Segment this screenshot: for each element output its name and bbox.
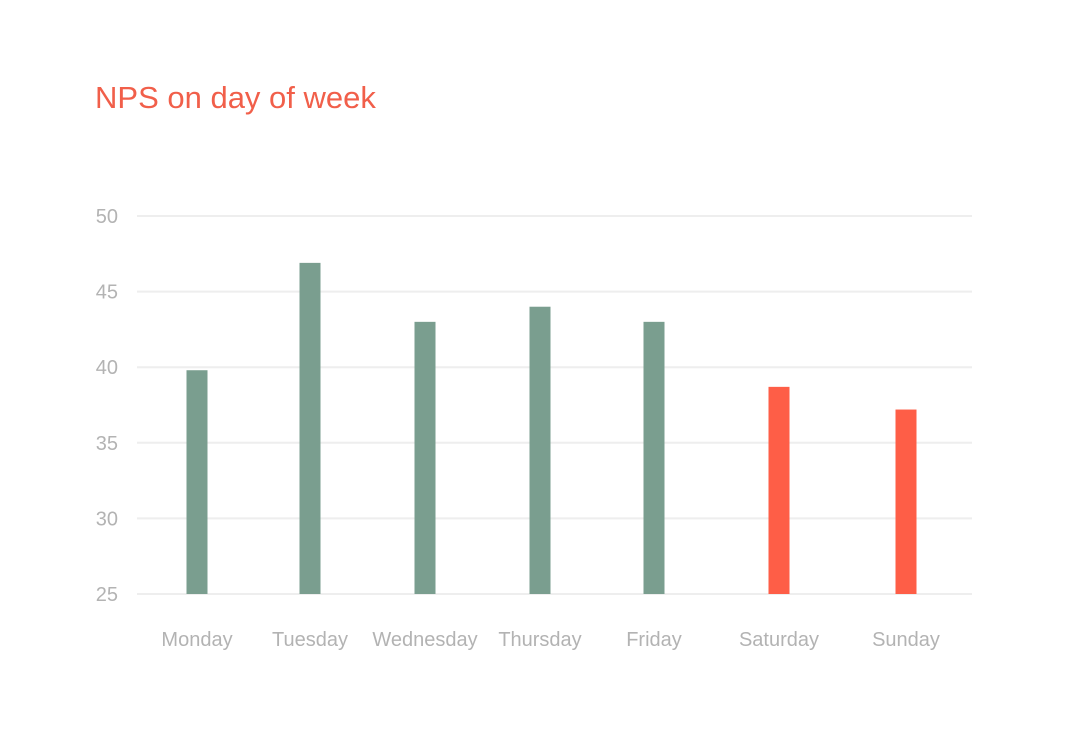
bar-wednesday bbox=[414, 321, 436, 594]
x-tick-label-saturday: Saturday bbox=[739, 629, 819, 651]
bar-saturday bbox=[768, 386, 790, 594]
y-axis-ticks: 25 30 35 40 45 50 bbox=[96, 206, 118, 606]
y-tick-label: 50 bbox=[96, 206, 118, 228]
x-tick-label-monday: Monday bbox=[161, 629, 232, 651]
chart-title: NPS on day of week bbox=[95, 80, 376, 115]
gridlines bbox=[137, 215, 972, 595]
bar-tuesday bbox=[299, 262, 321, 594]
y-tick-label: 35 bbox=[96, 433, 118, 455]
bar-monday bbox=[186, 370, 208, 594]
y-tick-label: 25 bbox=[96, 584, 118, 606]
x-tick-label-sunday: Sunday bbox=[872, 629, 940, 651]
x-axis-labels: Monday Tuesday Wednesday Thursday Friday Satu… bbox=[161, 629, 940, 651]
bar-friday bbox=[643, 321, 665, 594]
y-tick-label: 40 bbox=[96, 357, 118, 379]
x-tick-label-thursday: Thursday bbox=[498, 629, 581, 651]
y-tick-label: 30 bbox=[96, 508, 118, 530]
bar-thursday bbox=[529, 306, 551, 594]
x-tick-label-wednesday: Wednesday bbox=[372, 629, 477, 651]
y-tick-label: 45 bbox=[96, 282, 118, 304]
x-tick-label-friday: Friday bbox=[626, 629, 682, 651]
bars bbox=[186, 262, 917, 594]
bar-sunday bbox=[895, 409, 917, 594]
x-tick-label-tuesday: Tuesday bbox=[272, 629, 348, 651]
